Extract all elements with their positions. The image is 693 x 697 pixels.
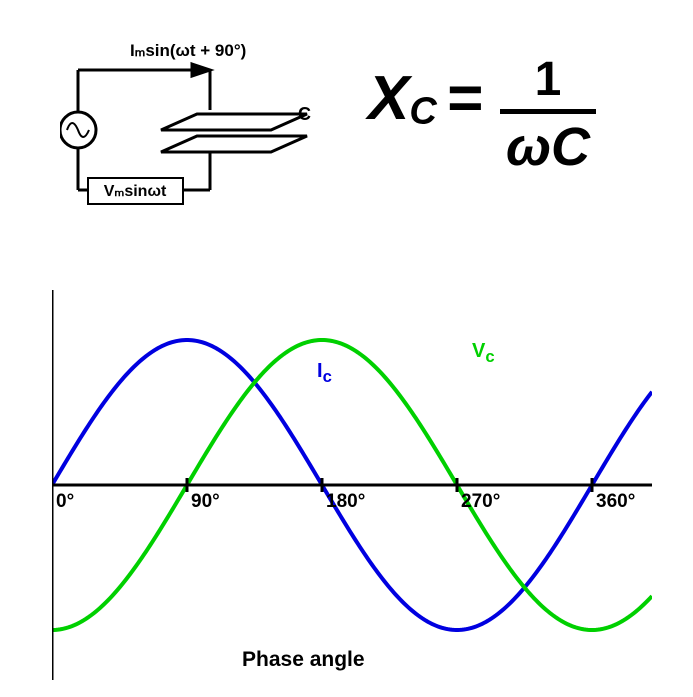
tick-label-270: 270° [461,491,500,513]
tick-label-180: 180° [326,491,365,513]
curve-label-Ic: Ic [317,360,332,387]
tick-label-360: 360° [596,491,635,513]
tick-label-90: 90° [191,491,220,513]
formula-X: X [368,64,409,133]
reactance-formula: XC = 1 ωC [368,52,596,178]
page: VₘsinωtIₘsin(ωt + 90°)C XC = 1 ωC 0°90°1… [0,0,693,697]
formula-bar [500,109,596,114]
circuit-diagram: Vₘsinωt Iₘsin(ωt + 90°) C [60,40,315,215]
formula-fraction: 1 ωC [500,52,596,178]
tick-label-0: 0° [56,491,74,513]
phase-chart [52,290,652,680]
formula-denominator: ωC [500,116,596,178]
formula-omega: ω [506,117,551,177]
formula-numerator: 1 [500,52,596,107]
formula-den-C: C [551,117,590,177]
x-axis-label: Phase angle [242,648,365,672]
svg-text:Vₘsinωt: Vₘsinωt [104,183,167,200]
formula-equals: = [447,64,483,133]
formula-sub-C: C [409,90,436,132]
svg-text:C: C [298,104,311,124]
curve-label-Vc: Vc [472,340,495,367]
svg-text:Iₘsin(ωt + 90°): Iₘsin(ωt + 90°) [130,41,246,60]
